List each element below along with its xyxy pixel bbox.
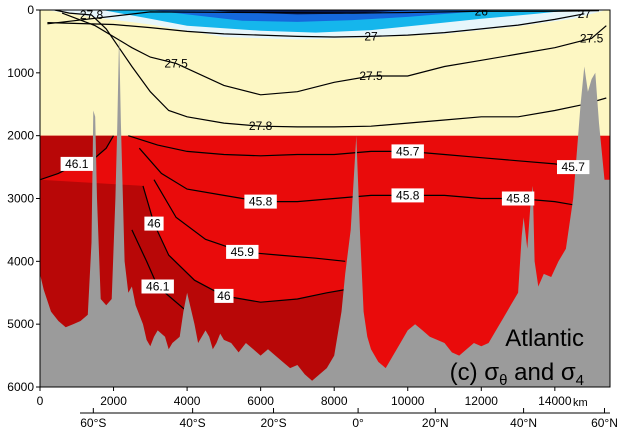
latitude-tick-label: 20°N xyxy=(422,416,449,430)
contour-label: 46 xyxy=(147,217,161,231)
contour-label-box xyxy=(60,156,93,171)
contour-label: 27 xyxy=(364,29,378,43)
surface-band-cyan xyxy=(45,10,607,33)
x-tick-label: 14000 xyxy=(538,394,572,408)
latitude-tick-label: 60°N xyxy=(591,416,618,430)
sigma4-contour-45-7-1 xyxy=(128,135,592,168)
contour-label: 46 xyxy=(217,289,231,303)
contour-label-box xyxy=(144,216,164,231)
sigma-theta-contour-26-0 xyxy=(47,10,600,25)
x-tick-label: 10000 xyxy=(391,394,425,408)
contour-label: 46.1 xyxy=(146,280,170,294)
surface-band-blue xyxy=(45,10,607,22)
x-tick-label: 8000 xyxy=(321,394,348,408)
contour-label: 27.5 xyxy=(164,56,188,70)
contour-label-box xyxy=(557,160,590,175)
surface-band-navy xyxy=(45,10,607,15)
y-tick-label: 5000 xyxy=(7,317,34,331)
y-tick-label: 4000 xyxy=(7,254,34,268)
sigma-theta-contour-27-1 xyxy=(47,13,585,38)
y-tick-label: 0 xyxy=(27,3,34,17)
chart-title-line1: Atlantic xyxy=(505,325,584,352)
sigma4-contour-45-8-2 xyxy=(138,147,589,206)
sigma-theta-contour-27-8-3 xyxy=(54,10,607,128)
sigma-theta-contours xyxy=(47,10,607,128)
x-axis: 0 2000 4000 6000 8000 10000 12000 14000 xyxy=(37,387,572,408)
contour-label-box xyxy=(391,188,424,203)
contour-label: 27.8 xyxy=(249,119,273,133)
contour-label: 27.5 xyxy=(580,31,604,45)
bathymetry xyxy=(40,35,610,387)
y-tick-label: 3000 xyxy=(7,192,34,206)
contour-label: 45.8 xyxy=(396,188,420,202)
contour-label-box xyxy=(244,194,277,209)
x-tick-label: 12000 xyxy=(465,394,499,408)
contour-label: 45.9 xyxy=(231,245,255,259)
contour-label-box xyxy=(141,279,174,294)
x-unit-label: km xyxy=(573,397,588,409)
contour-label: 27.5 xyxy=(359,69,383,83)
latitude-tick-label: 20°S xyxy=(260,416,286,430)
latitude-tick-label: 40°N xyxy=(510,416,537,430)
latitude-tick-label: 0° xyxy=(352,416,364,430)
x-tick-label: 6000 xyxy=(247,394,274,408)
contour-label: 45.8 xyxy=(249,195,273,209)
y-tick-label: 6000 xyxy=(7,380,34,394)
surface-fresh-layer xyxy=(45,10,607,40)
x-tick-label: 2000 xyxy=(100,394,127,408)
y-axis: 0 1000 2000 3000 4000 5000 6000 xyxy=(7,3,40,394)
contour-label-box xyxy=(501,191,535,206)
latitude-tick-label: 40°S xyxy=(180,416,206,430)
contour-label: 27 xyxy=(578,7,592,21)
contour-label: 45.8 xyxy=(506,192,530,206)
contour-labels: 26 27 27 27.5 27.5 27.5 27.8 27.8 46.1 45.7 45.7 45… xyxy=(60,4,604,303)
y-tick-label: 1000 xyxy=(7,66,34,80)
contour-label-box xyxy=(391,144,424,159)
y-tick-label: 2000 xyxy=(7,129,34,143)
contour-label: 45.7 xyxy=(396,144,420,158)
latitude-axis: 60°S 40°S 20°S 0° 20°N 40°N 60°N xyxy=(80,408,618,430)
x-tick-label: 0 xyxy=(37,394,44,408)
contour-label: 27.8 xyxy=(80,8,104,22)
contour-label: 46.1 xyxy=(65,157,89,171)
latitude-tick-label: 60°S xyxy=(80,416,106,430)
contour-label: 45.7 xyxy=(562,160,586,174)
contour-label: 26 xyxy=(475,4,489,18)
x-tick-label: 4000 xyxy=(174,394,201,408)
contour-label-box xyxy=(214,288,234,303)
chart-title-line2: (c) σθ and σ4 xyxy=(450,359,584,389)
sigma-theta-contour-27-5-2 xyxy=(61,12,607,96)
contour-label-box xyxy=(226,244,259,259)
